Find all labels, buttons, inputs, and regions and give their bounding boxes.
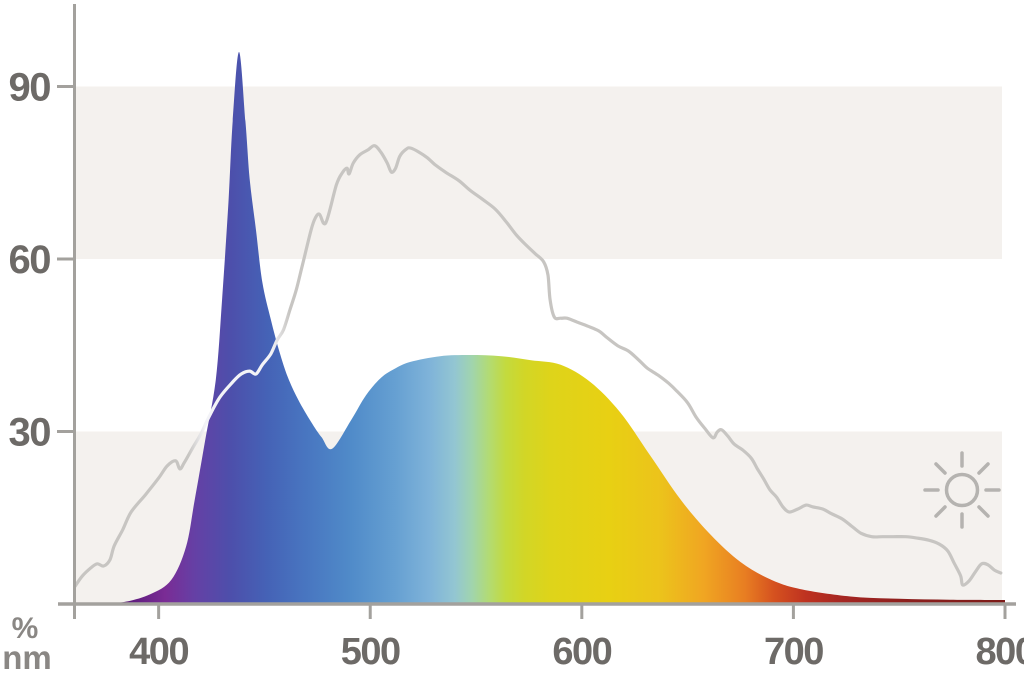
sun-icon-circle [944, 472, 980, 508]
y-axis-unit-label: % [12, 612, 39, 645]
y-tick-label-30: 30 [9, 411, 51, 455]
led-spectrum-area [95, 52, 1005, 604]
y-tick-label-90: 90 [9, 66, 51, 110]
chart-series [73, 52, 1005, 604]
x-tick-label-700: 700 [764, 631, 823, 673]
y-tick-label-60: 60 [9, 238, 51, 282]
x-tick-label-400: 400 [129, 631, 188, 673]
tick-marks [57, 85, 1007, 619]
daylight-reference-line [73, 144, 1003, 588]
shaded-band-60-90 [75, 86, 1002, 259]
tick-labels: 90 60 30 400 500 600 700 800 [9, 66, 1024, 674]
x-tick-label-500: 500 [341, 631, 400, 673]
axes [58, 4, 1016, 619]
sun-icon [923, 451, 1001, 529]
x-tick-label-800: 800 [976, 631, 1024, 673]
sun-icon-rays [923, 451, 1001, 529]
x-tick-label-600: 600 [552, 631, 611, 673]
x-axis-unit-label: nm [2, 639, 52, 676]
